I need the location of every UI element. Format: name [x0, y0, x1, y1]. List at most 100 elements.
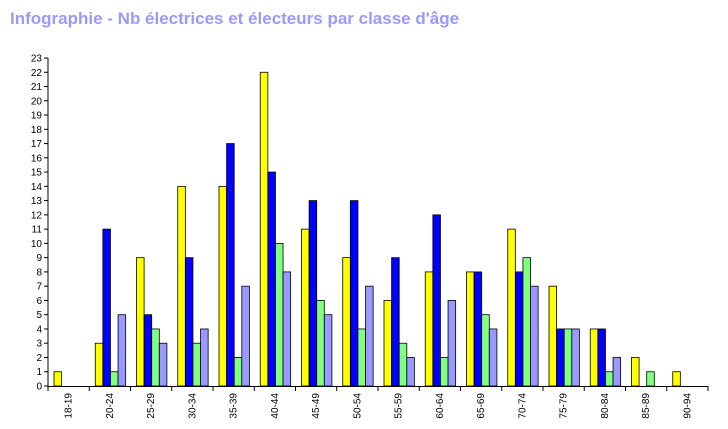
y-tick-label: 1 — [36, 367, 42, 378]
bar-45-49-series-1 — [301, 228, 310, 387]
y-tick-label: 8 — [36, 267, 42, 278]
bar-20-24-series-2 — [102, 228, 111, 387]
bar-80-84-series-4 — [612, 357, 622, 387]
bar-45-49-series-4 — [323, 314, 333, 387]
bar-40-44-series-1 — [259, 71, 269, 387]
bar-55-59-series-3 — [398, 342, 408, 387]
bar-60-64-series-1 — [424, 271, 434, 387]
x-tick-label: 85-89 — [641, 393, 652, 419]
bar-70-74-series-4 — [530, 285, 539, 387]
bar-75-79-series-3 — [563, 328, 573, 387]
chart-title: Infographie - Nb électrices et électeurs… — [10, 9, 460, 28]
bar-75-79-series-4 — [571, 328, 580, 387]
bar-80-84-series-1 — [589, 328, 599, 387]
bar-35-39-series-4 — [241, 285, 250, 387]
bar-25-29-series-2 — [143, 314, 153, 387]
y-tick-label: 2 — [36, 353, 42, 364]
x-tick-label: 55-59 — [394, 393, 405, 419]
y-tick-label: 22 — [31, 68, 43, 79]
y-tick-label: 17 — [31, 139, 43, 150]
x-tick-label: 20-24 — [105, 393, 116, 419]
bar-60-64-series-4 — [447, 300, 457, 387]
x-tick-label: 90-94 — [682, 393, 693, 419]
bar-35-39-series-1 — [218, 185, 227, 387]
bar-85-89-series-3 — [646, 371, 655, 387]
bar-20-24-series-4 — [117, 314, 127, 387]
bar-50-54-series-4 — [365, 285, 374, 387]
y-tick-label: 19 — [31, 111, 43, 122]
bar-80-84-series-2 — [597, 328, 606, 387]
bar-55-59-series-4 — [406, 357, 415, 387]
y-tick-label: 7 — [36, 282, 42, 293]
bar-65-69-series-4 — [488, 328, 498, 387]
x-tick-label: 18-19 — [64, 393, 75, 419]
y-tick-label: 12 — [31, 210, 43, 221]
bar-65-69-series-2 — [473, 271, 483, 387]
bar-35-39-series-3 — [233, 357, 243, 387]
bar-90-94-series-1 — [672, 371, 681, 387]
bar-45-49-series-3 — [316, 300, 325, 387]
y-tick-label: 15 — [31, 168, 43, 179]
bar-70-74-series-2 — [514, 271, 524, 387]
bar-85-89-series-1 — [631, 357, 640, 387]
bar-50-54-series-2 — [349, 200, 359, 387]
x-tick-label: 45-49 — [311, 393, 322, 419]
bar-70-74-series-3 — [522, 257, 531, 387]
bar-60-64-series-3 — [440, 357, 449, 387]
bar-25-29-series-3 — [151, 328, 160, 387]
bar-25-29-series-1 — [136, 257, 145, 387]
x-tick-label: 70-74 — [517, 393, 528, 419]
bar-65-69-series-1 — [466, 271, 475, 387]
x-tick-label: 65-69 — [476, 393, 487, 419]
y-tick-label: 3 — [36, 339, 42, 350]
y-tick-label: 9 — [36, 253, 42, 264]
y-tick-label: 6 — [36, 296, 42, 307]
bar-40-44-series-4 — [282, 271, 292, 387]
bar-70-74-series-1 — [507, 228, 516, 387]
y-tick-label: 0 — [36, 382, 42, 393]
y-tick-label: 13 — [31, 196, 43, 207]
y-tick-label: 5 — [36, 310, 42, 321]
bar-25-29-series-4 — [158, 342, 168, 387]
x-tick-label: 35-39 — [229, 393, 240, 419]
y-tick-label: 10 — [31, 239, 43, 250]
bar-20-24-series-1 — [94, 342, 104, 387]
y-tick-label: 14 — [31, 182, 43, 193]
y-tick-label: 21 — [31, 82, 43, 93]
bar-30-34-series-4 — [200, 328, 209, 387]
bar-75-79-series-2 — [556, 328, 565, 387]
y-tick-label: 11 — [32, 225, 43, 236]
bar-60-64-series-2 — [432, 214, 441, 387]
x-tick-label: 40-44 — [270, 393, 281, 419]
x-tick-label: 30-34 — [187, 393, 198, 419]
y-tick-label: 4 — [36, 324, 42, 335]
bar-30-34-series-3 — [192, 342, 201, 387]
x-tick-label: 75-79 — [559, 393, 570, 419]
bar-30-34-series-2 — [184, 257, 194, 387]
bars — [53, 71, 681, 387]
x-axis: 18-19 20-24 25-29 30-34 35-39 40-44 45-49 50-54… — [47, 386, 709, 419]
x-tick-label: 80-84 — [600, 393, 611, 419]
bar-50-54-series-1 — [342, 257, 351, 387]
bar-40-44-series-3 — [275, 242, 284, 387]
x-tick-label: 50-54 — [352, 393, 363, 419]
y-tick-label: 16 — [31, 153, 43, 164]
bar-30-34-series-1 — [177, 185, 186, 387]
bar-45-49-series-2 — [308, 200, 318, 387]
bar-75-79-series-1 — [548, 285, 557, 387]
bar-65-69-series-3 — [481, 314, 490, 387]
bar-18-19-series-1 — [53, 371, 62, 387]
bar-55-59-series-1 — [383, 300, 392, 387]
x-tick-label: 25-29 — [146, 393, 157, 419]
bar-35-39-series-2 — [226, 143, 235, 387]
bar-80-84-series-3 — [605, 371, 614, 387]
y-tick-label: 23 — [31, 54, 43, 65]
y-tick-label: 18 — [31, 125, 43, 136]
bar-40-44-series-2 — [267, 171, 276, 387]
bar-55-59-series-2 — [391, 257, 400, 387]
y-tick-label: 20 — [31, 96, 43, 107]
bar-20-24-series-3 — [110, 371, 119, 387]
x-tick-label: 60-64 — [435, 393, 446, 419]
bar-50-54-series-3 — [357, 328, 366, 387]
